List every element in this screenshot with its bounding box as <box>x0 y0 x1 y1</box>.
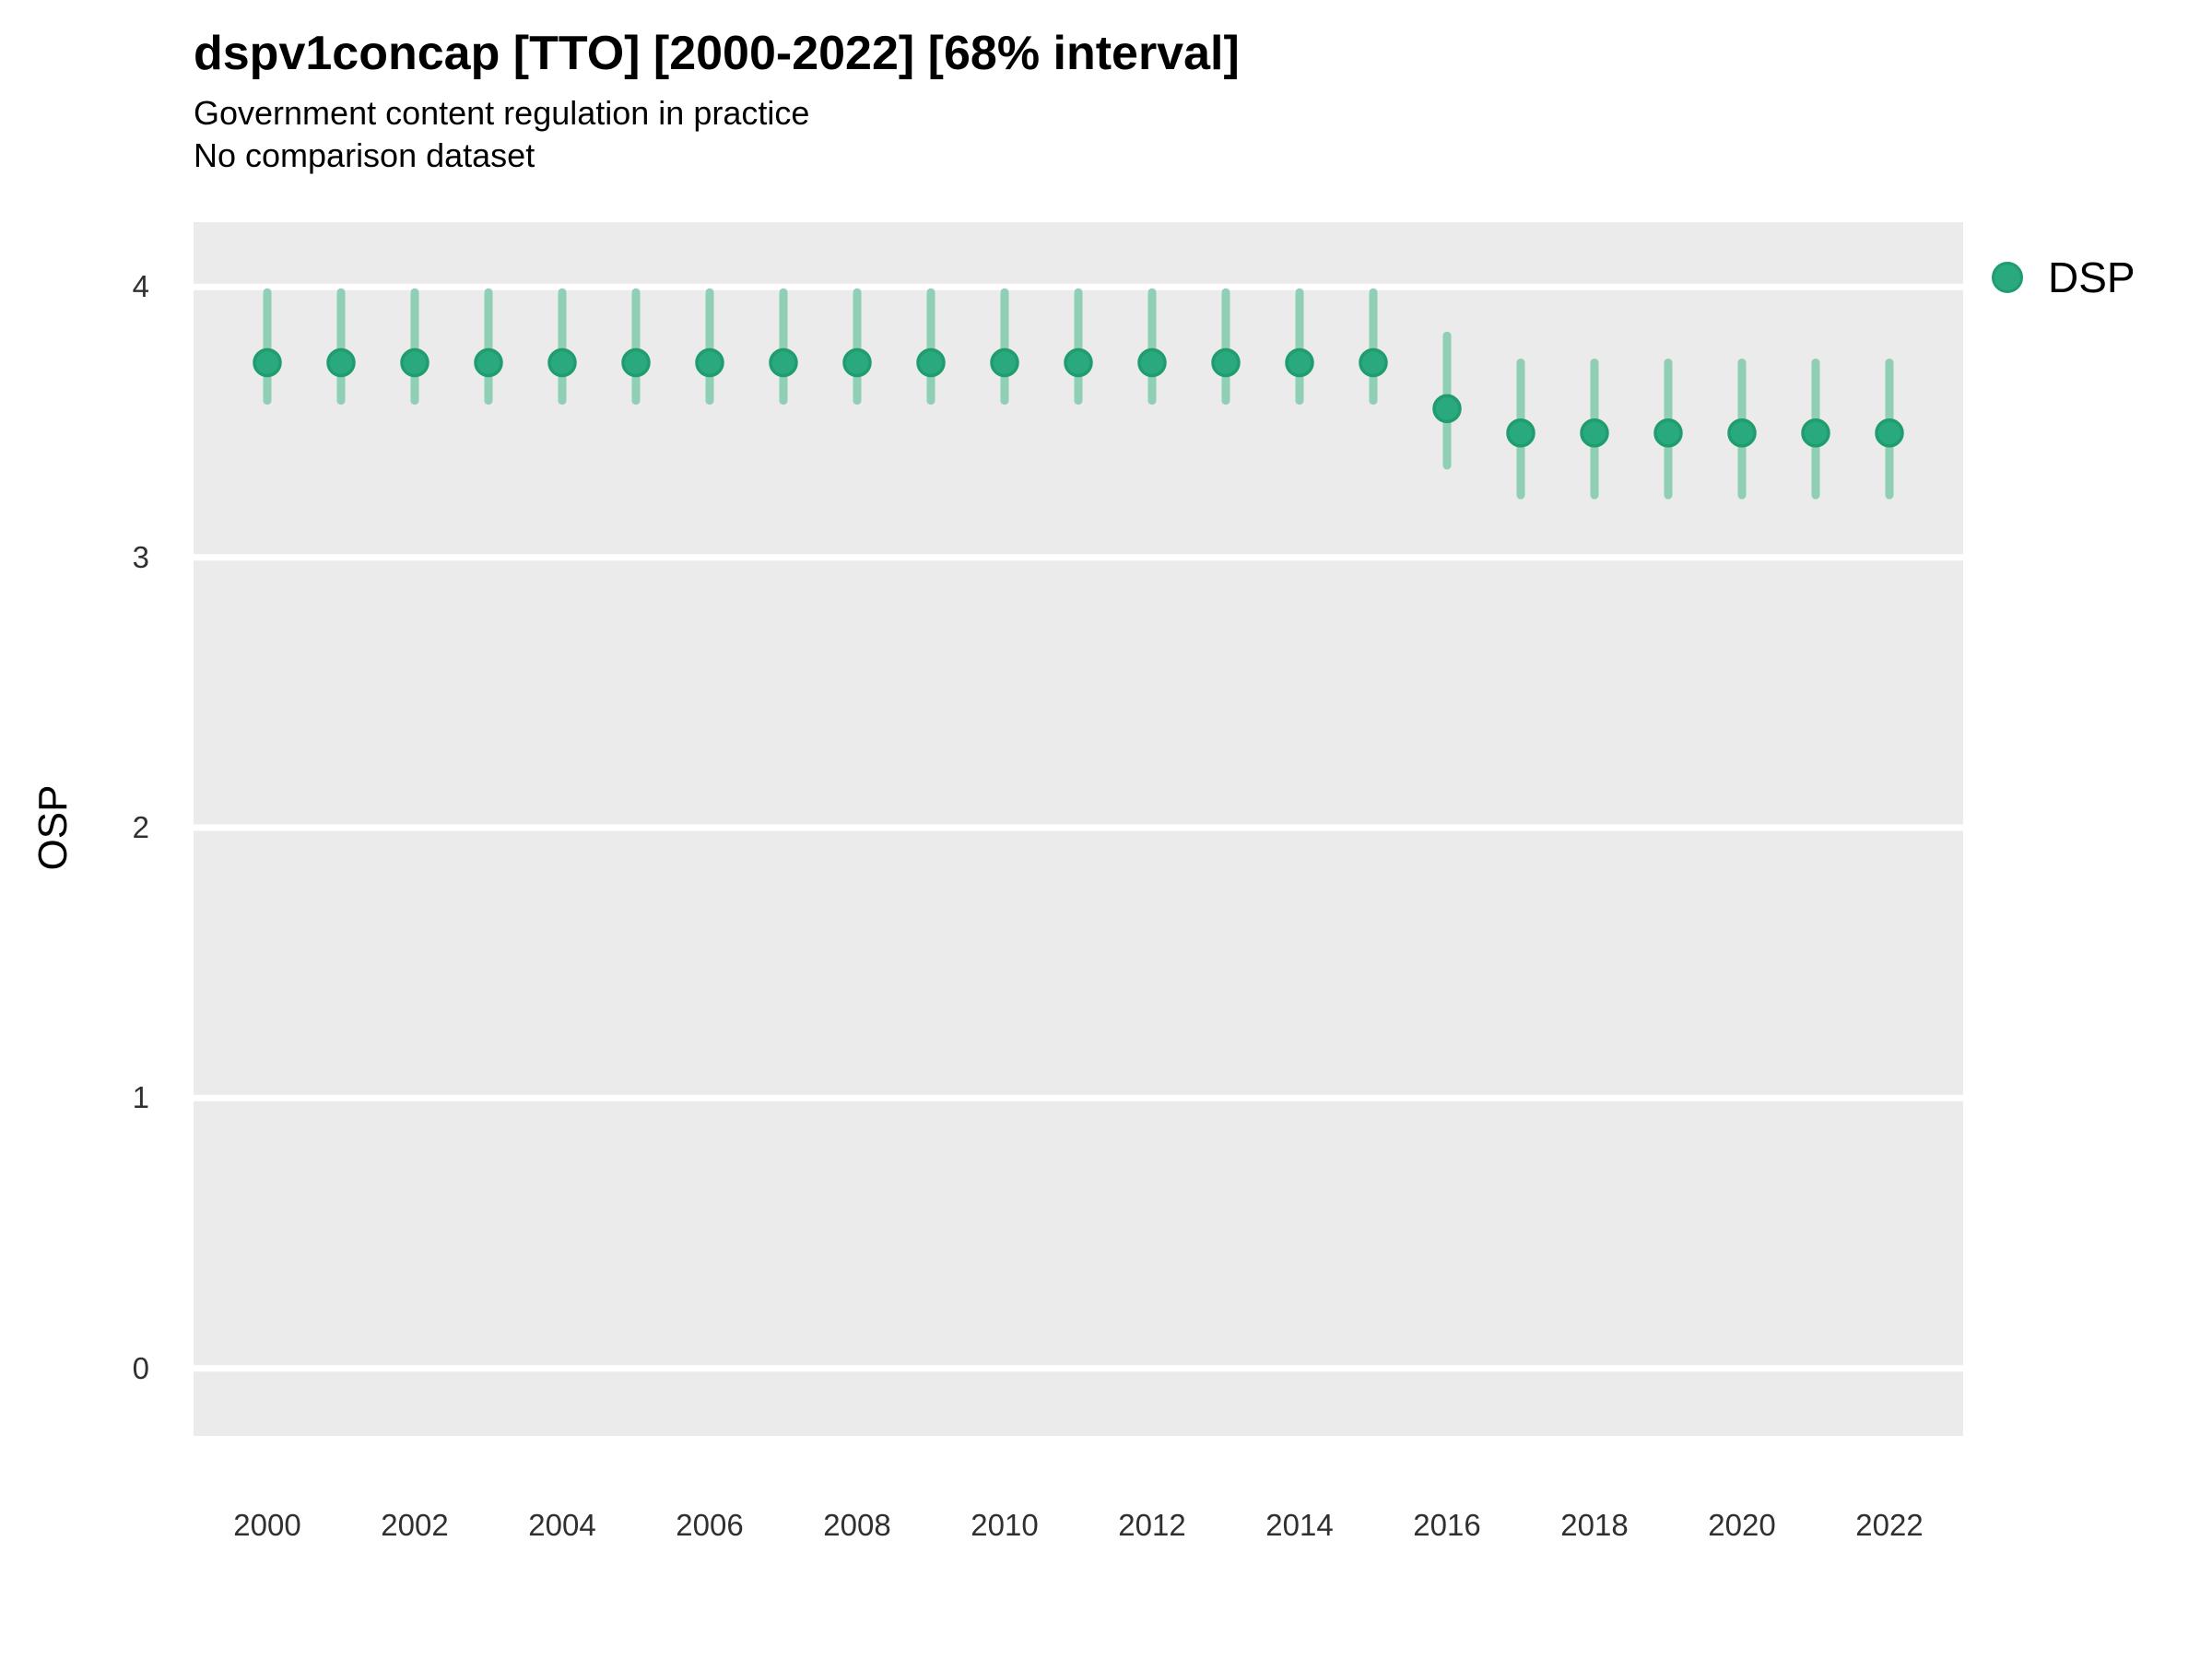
point-2007 <box>769 347 798 378</box>
x-tick-2006: 2006 <box>676 1508 744 1542</box>
plot-panel <box>194 222 1963 1436</box>
point-2005 <box>621 347 651 378</box>
point-2012 <box>1137 347 1167 378</box>
legend-point-icon <box>1992 262 2023 293</box>
point-2011 <box>1064 347 1093 378</box>
x-tick-2008: 2008 <box>823 1508 891 1542</box>
data-points <box>253 347 1904 448</box>
point-2017 <box>1506 418 1535 448</box>
point-2020 <box>1727 418 1757 448</box>
y-tick-1: 1 <box>132 1080 149 1115</box>
point-2016 <box>1432 394 1462 424</box>
point-2004 <box>547 347 577 378</box>
x-tick-2020: 2020 <box>1708 1508 1776 1542</box>
x-tick-2004: 2004 <box>528 1508 596 1542</box>
y-tick-4: 4 <box>132 269 149 304</box>
x-tick-2016: 2016 <box>1413 1508 1481 1542</box>
point-2018 <box>1580 418 1609 448</box>
x-tick-2018: 2018 <box>1560 1508 1629 1542</box>
point-2008 <box>842 347 872 378</box>
point-2015 <box>1359 347 1388 378</box>
point-2009 <box>916 347 946 378</box>
y-tick-2: 2 <box>132 810 149 845</box>
x-tick-2002: 2002 <box>381 1508 449 1542</box>
chart-note: No comparison dataset <box>194 136 535 174</box>
y-tick-0: 0 <box>132 1350 149 1385</box>
legend: DSP <box>1991 253 2136 302</box>
point-2013 <box>1211 347 1241 378</box>
x-tick-2012: 2012 <box>1118 1508 1186 1542</box>
point-2001 <box>326 347 356 378</box>
chart-title: dspv1concap [TTO] [2000-2022] [68% inter… <box>194 27 1240 80</box>
point-2002 <box>400 347 429 378</box>
x-tick-2000: 2000 <box>233 1508 301 1542</box>
x-tick-2010: 2010 <box>971 1508 1039 1542</box>
point-2000 <box>253 347 282 378</box>
point-2022 <box>1875 418 1904 448</box>
x-tick-2014: 2014 <box>1265 1508 1334 1542</box>
point-2003 <box>474 347 503 378</box>
point-2010 <box>990 347 1019 378</box>
point-2014 <box>1285 347 1314 378</box>
x-tick-2022: 2022 <box>1855 1508 1924 1542</box>
point-2019 <box>1653 418 1683 448</box>
chart-subtitle: Government content regulation in practic… <box>194 94 810 132</box>
y-tick-3: 3 <box>132 539 149 574</box>
point-2021 <box>1801 418 1830 448</box>
interval-lines <box>263 288 1894 500</box>
legend-series-label: DSP <box>2048 253 2136 301</box>
gridlines <box>194 283 1963 1372</box>
plot-canvas <box>194 283 1963 1372</box>
point-2006 <box>695 347 724 378</box>
